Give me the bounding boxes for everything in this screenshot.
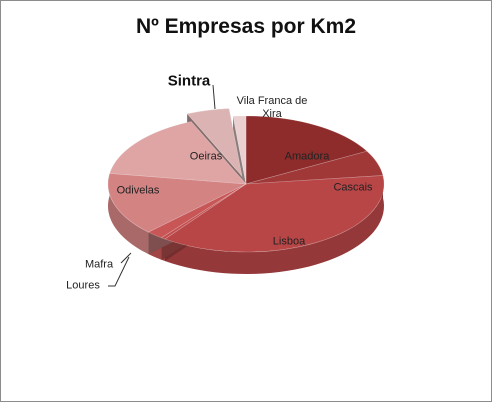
pie-slice: [160, 183, 247, 240]
slice-label: Lisboa: [272, 235, 306, 248]
pie-slice: [164, 175, 385, 253]
pie-slice: [245, 150, 384, 185]
leader-line: [108, 256, 130, 287]
slice-label: Amadora: [284, 150, 330, 163]
pie-slice: [186, 108, 243, 178]
pie-side: [164, 175, 384, 274]
pie-slice: [109, 121, 247, 185]
slice-label: Loures: [66, 279, 100, 292]
slice-label: Sintra: [167, 72, 211, 90]
pie-slice: [147, 183, 247, 239]
slice-label: Oeiras: [189, 150, 223, 163]
pie-side: [108, 173, 149, 255]
pie-slice: [107, 173, 248, 233]
chart-title: Nº Empresas por Km2: [135, 15, 357, 38]
leader-line: [212, 84, 216, 110]
pie-slice: [232, 115, 247, 185]
slice-label: Mafra: [84, 258, 114, 271]
slice-label: Cascais: [333, 181, 373, 194]
leader-line: [120, 252, 132, 264]
slice-label: Odivelas: [116, 184, 160, 197]
pie-slice: [245, 115, 368, 185]
slice-label: Vila Franca de Xira: [236, 95, 308, 120]
